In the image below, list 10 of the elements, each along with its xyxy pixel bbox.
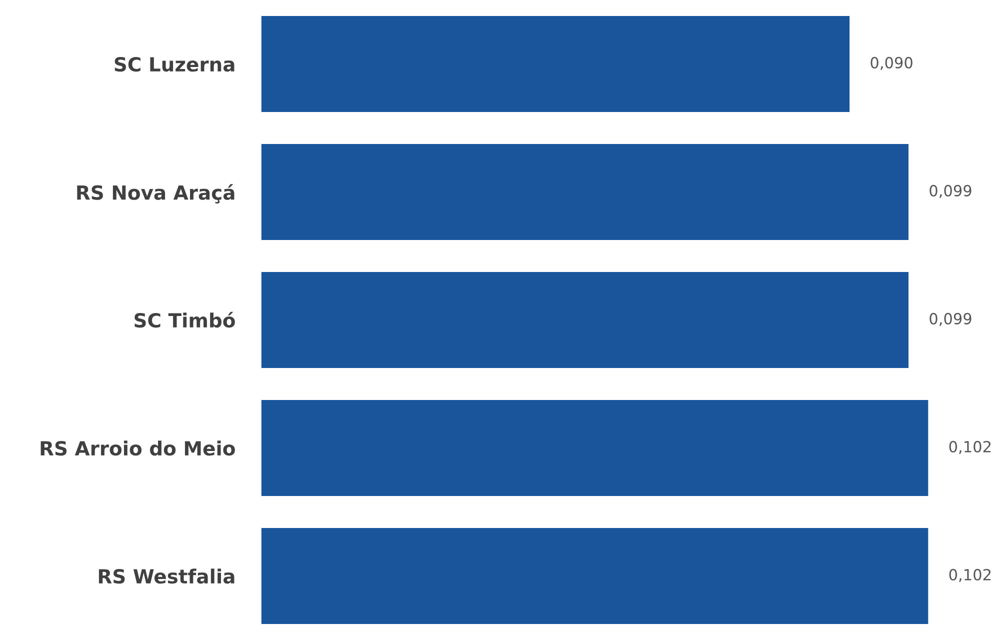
y-tick-label: SC Luzerna [114,56,234,72]
data-label: 0,090 [870,56,912,70]
y-tick-label: SC Timbó [134,312,235,328]
data-label: 0,102 [949,568,990,582]
y-tick-label: RS Arroio do Meio [40,440,235,456]
y-tick-label: RS Westfalia [98,568,234,584]
data-label: 0,099 [930,184,972,198]
data-label: 0,102 [949,440,990,454]
data-label: 0,099 [930,312,972,326]
y-tick-label: RS Nova Araçá [77,184,234,204]
